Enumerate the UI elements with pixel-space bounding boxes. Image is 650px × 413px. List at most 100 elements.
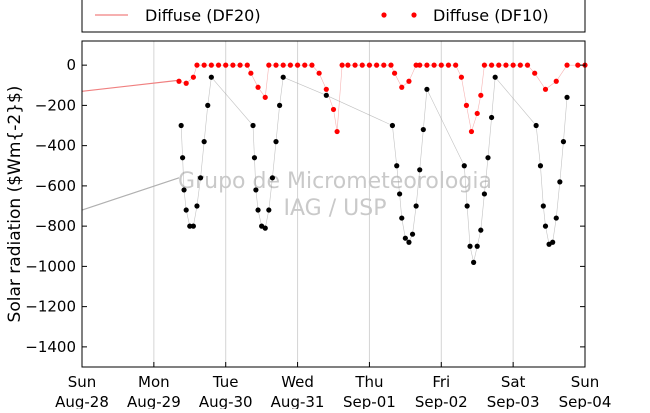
y-tick-label: 0 xyxy=(66,56,76,74)
x-tick-day: Sun xyxy=(68,373,97,391)
df10-point xyxy=(345,62,351,68)
df10-point xyxy=(417,62,423,68)
global-point xyxy=(201,139,207,145)
df10-point xyxy=(496,62,502,68)
global-point xyxy=(394,163,400,169)
df10-point xyxy=(359,62,365,68)
df10-point xyxy=(553,78,559,84)
grid xyxy=(153,41,514,367)
df10-point xyxy=(262,94,268,100)
df10-point xyxy=(255,84,261,90)
series-trace xyxy=(178,64,585,132)
df10-point xyxy=(406,78,412,84)
df10-point xyxy=(287,62,293,68)
global-point xyxy=(180,155,186,161)
global-point xyxy=(323,92,329,98)
df10-point xyxy=(564,62,570,68)
global-point xyxy=(537,163,544,169)
df10-point xyxy=(215,62,222,68)
x-tick-day: Fri xyxy=(432,373,450,391)
global-point xyxy=(424,86,430,92)
df10-point xyxy=(503,62,509,68)
df10-point xyxy=(323,86,329,92)
df10-point xyxy=(223,62,229,68)
df10-point xyxy=(176,78,182,84)
df10-point xyxy=(248,70,254,76)
global-point xyxy=(461,163,467,169)
df10-point xyxy=(524,62,531,68)
df10-point xyxy=(366,62,373,68)
global-point xyxy=(478,227,484,233)
df10-point xyxy=(352,62,358,68)
global-point xyxy=(190,223,196,229)
y-tick-label: −400 xyxy=(35,137,76,155)
df10-point xyxy=(510,62,516,68)
global-point xyxy=(197,175,204,181)
df10-point xyxy=(266,62,272,68)
df10-point xyxy=(208,62,214,68)
global-point xyxy=(413,203,419,209)
global-point xyxy=(481,191,487,197)
global-point xyxy=(485,155,491,161)
df10-point xyxy=(294,62,301,68)
df10-point xyxy=(244,62,250,68)
x-tick-date: Sep-02 xyxy=(415,393,468,409)
df10-point xyxy=(201,62,207,68)
reference-line xyxy=(81,177,180,211)
x-tick-date: Aug-30 xyxy=(199,393,253,409)
legend-swatch-df10 xyxy=(411,12,417,18)
df10-point xyxy=(532,70,538,76)
global-point xyxy=(262,225,268,231)
global-point xyxy=(251,155,258,161)
y-tick-label: −800 xyxy=(35,217,76,235)
legend-label-df10: Diffuse (DF10) xyxy=(433,6,549,25)
series-line-df20 xyxy=(81,79,180,92)
df10-point xyxy=(273,62,279,68)
global-point xyxy=(564,94,570,100)
y-tick-label: −1000 xyxy=(25,257,76,275)
global-point xyxy=(187,223,193,229)
y-tick-label: −200 xyxy=(35,96,76,114)
df10-point xyxy=(453,62,459,68)
global-point xyxy=(402,235,408,241)
global-point xyxy=(205,102,211,108)
global-point xyxy=(420,126,426,133)
df10-point xyxy=(330,106,337,113)
global-point xyxy=(253,187,259,193)
df10-point xyxy=(316,70,322,76)
df10-point xyxy=(230,62,236,68)
df10-point xyxy=(517,62,523,68)
global-point xyxy=(194,203,200,209)
df10-point xyxy=(413,62,419,68)
df10-point xyxy=(339,62,345,68)
global-point xyxy=(417,167,423,173)
global-point xyxy=(533,122,539,129)
global-point xyxy=(280,74,286,80)
x-tick-date: Sep-04 xyxy=(559,393,612,409)
global-point xyxy=(553,215,559,221)
df10-point xyxy=(438,62,444,68)
global-point xyxy=(269,175,276,181)
y-tick-label: −1400 xyxy=(25,338,76,356)
global-point xyxy=(277,102,283,108)
df10-point xyxy=(575,62,581,68)
plot-frame xyxy=(81,40,586,368)
global-point xyxy=(266,207,272,213)
global-point xyxy=(273,139,279,145)
df10-point xyxy=(488,62,495,68)
global-point xyxy=(397,191,403,197)
df10-point xyxy=(478,92,484,98)
x-tick-date: Aug-29 xyxy=(127,393,181,409)
global-point xyxy=(540,203,546,209)
x-tick-day: Sun xyxy=(571,373,600,391)
global-point xyxy=(557,179,563,185)
df10-point xyxy=(481,62,487,68)
global-point xyxy=(255,207,261,213)
y-axis-ticks: 0 −200 −400 −600 −800 −1000 −1200 −1400 xyxy=(25,56,585,356)
global-point xyxy=(474,243,480,249)
series-trace xyxy=(180,76,568,263)
global-point xyxy=(250,122,256,129)
df10-point xyxy=(424,62,430,68)
